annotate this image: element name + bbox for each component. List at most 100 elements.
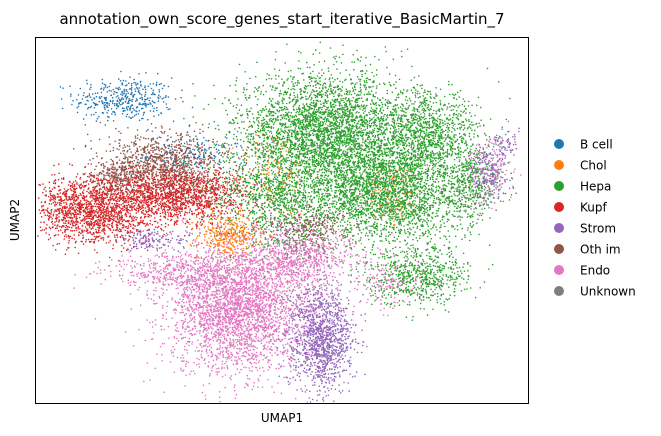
y-axis-label: UMAP2	[8, 199, 22, 241]
scatter-point-group-chol	[195, 147, 367, 261]
scatter-point-group-strom	[145, 164, 497, 373]
scatter-point-group-chol	[216, 164, 421, 248]
scatter-points	[37, 41, 522, 403]
scatter-point-group-kupf	[46, 167, 240, 262]
scatter-point-group-chol	[208, 142, 264, 243]
scatter-point-group-chol	[203, 203, 414, 248]
scatter-point-group-strom	[297, 133, 516, 377]
legend-label-unknown: Unknown	[580, 285, 636, 299]
scatter-point-group-unknown	[284, 194, 477, 230]
scatter-point-group-b-cell	[98, 89, 216, 160]
scatter-point-group-kupf	[42, 162, 235, 241]
scatter-point-group-unknown	[320, 194, 482, 231]
scatter-point-group-b-cell	[79, 77, 238, 148]
legend-label-kupf: Kupf	[580, 201, 607, 215]
scatter-point-group-b-cell	[90, 84, 210, 173]
scatter-point-group-endo	[165, 146, 507, 369]
scatter-point-group-hepa	[270, 111, 492, 265]
scatter-point-group-strom	[133, 120, 517, 392]
scatter-point-group-oth-im	[93, 145, 353, 246]
scatter-point-group-kupf	[57, 166, 258, 241]
scatter-point-group-kupf	[39, 176, 241, 244]
scatter-point-group-hepa	[207, 57, 507, 300]
scatter-point-group-unknown	[291, 223, 308, 228]
scatter-point-group-strom	[153, 143, 496, 403]
scatter-point-group-b-cell	[117, 83, 217, 160]
legend-marker-oth-im	[554, 244, 564, 254]
scatter-point-group-chol	[199, 167, 421, 225]
scatter-point-group-b-cell	[96, 85, 202, 160]
scatter-point-group-chol	[191, 158, 421, 252]
scatter-point-group-b-cell	[94, 82, 178, 165]
scatter-point-group-unknown	[273, 180, 472, 236]
scatter-point-group-b-cell	[77, 82, 188, 159]
scatter-point-group-kupf	[48, 161, 218, 245]
scatter-point-group-strom	[135, 143, 511, 362]
scatter-point-group-unknown	[257, 175, 471, 257]
scatter-point-group-b-cell	[100, 88, 214, 160]
scatter-point-group-endo	[149, 143, 522, 359]
legend: B cell Chol Hepa Kupf Strom Oth im Endo Unknown	[554, 138, 636, 299]
legend-label-oth-im: Oth im	[580, 243, 621, 257]
x-axis-label: UMAP1	[261, 411, 303, 425]
scatter-point-group-strom	[124, 144, 511, 378]
scatter-point-group-strom	[121, 167, 502, 402]
scatter-point-group-endo	[134, 151, 503, 394]
scatter-point-group-kupf	[42, 173, 272, 247]
legend-label-endo: Endo	[580, 264, 610, 278]
scatter-point-group-hepa	[218, 48, 489, 291]
scatter-point-group-b-cell	[84, 96, 176, 151]
scatter-point-group-hepa	[188, 53, 502, 302]
scatter-point-group-chol	[204, 142, 396, 257]
scatter-point-group-b-cell	[60, 91, 253, 164]
scatter-point-group-chol	[209, 141, 407, 237]
scatter-point-group-unknown	[299, 214, 481, 244]
scatter-point-group-kupf	[50, 168, 256, 242]
legend-label-hepa: Hepa	[580, 180, 611, 194]
scatter-point-group-b-cell	[61, 82, 204, 169]
scatter-point-group-hepa	[249, 80, 490, 306]
scatter-point-group-endo	[98, 144, 504, 372]
scatter-point-group-b-cell	[85, 94, 241, 166]
scatter-point-group-chol	[219, 126, 409, 254]
scatter-point-group-endo	[146, 161, 499, 399]
scatter-point-group-endo	[119, 176, 493, 388]
legend-marker-chol	[554, 160, 564, 170]
scatter-point-group-unknown	[277, 198, 490, 228]
scatter-point-group-chol	[220, 163, 411, 247]
scatter-point-group-b-cell	[100, 78, 220, 155]
scatter-point-group-b-cell	[87, 78, 200, 163]
scatter-point-group-unknown	[285, 239, 299, 259]
scatter-point-group-kupf	[37, 169, 254, 240]
legend-marker-endo	[554, 265, 564, 275]
scatter-point-group-unknown	[284, 197, 484, 250]
scatter-point-group-chol	[218, 173, 405, 249]
scatter-point-group-endo	[122, 184, 465, 380]
scatter-point-group-b-cell	[89, 89, 204, 179]
scatter-point-group-unknown	[302, 183, 493, 246]
legend-label-chol: Chol	[580, 159, 607, 173]
scatter-point-group-endo	[74, 139, 511, 388]
legend-marker-hepa	[554, 181, 564, 191]
scatter-point-group-strom	[151, 155, 501, 369]
scatter-point-group-oth-im	[103, 143, 334, 239]
scatter-point-group-b-cell	[80, 83, 206, 159]
scatter-point-group-unknown	[277, 193, 493, 259]
scatter-point-group-unknown	[308, 208, 483, 243]
scatter-point-group-unknown	[295, 197, 486, 255]
scatter-point-group-b-cell	[71, 78, 217, 181]
scatter-point-group-b-cell	[70, 82, 243, 158]
scatter-point-group-endo	[152, 220, 422, 393]
legend-label-strom: Strom	[580, 222, 616, 236]
scatter-point-group-unknown	[293, 196, 485, 249]
scatter-point-group-hepa	[207, 55, 485, 293]
scatter-point-group-kupf	[49, 171, 229, 245]
legend-marker-unknown	[554, 286, 564, 296]
scatter-point-group-oth-im	[112, 126, 324, 226]
scatter-point-group-b-cell	[88, 84, 268, 166]
scatter-point-group-endo	[146, 154, 499, 389]
scatter-point-group-oth-im	[97, 135, 328, 250]
scatter-point-group-kupf	[39, 164, 244, 246]
scatter-point-group-unknown	[283, 201, 485, 251]
